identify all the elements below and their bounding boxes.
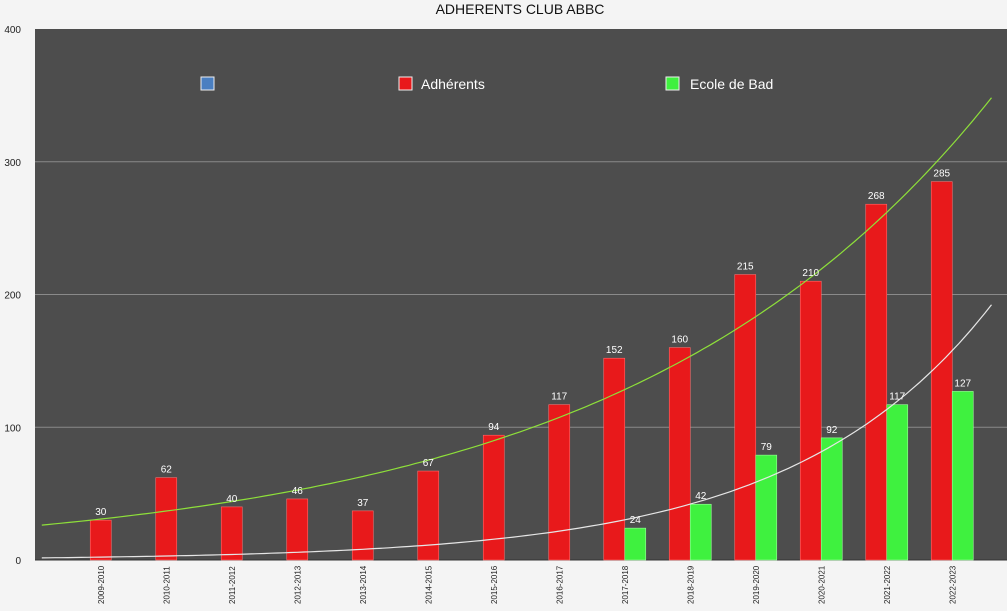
y-tick-label: 300 — [4, 158, 21, 169]
x-tick-label: 2009-2010 — [97, 565, 106, 604]
bar-ecole-de-bad — [951, 391, 974, 561]
y-tick-label: 200 — [4, 291, 21, 302]
x-axis: 2009-2010 2010-2011 2011-2012 2012-2013 2013… — [97, 565, 958, 604]
data-label-adherents: 30 — [95, 507, 107, 518]
bar-adherents — [220, 506, 243, 561]
data-label-adherents: 268 — [868, 191, 885, 202]
data-label-ecole-de-bad: 24 — [630, 515, 642, 526]
bar-ecole-de-bad — [755, 454, 778, 561]
legend: Adhérents Ecole de Bad — [200, 76, 773, 92]
bar-adherents — [734, 274, 757, 561]
bars — [89, 181, 974, 561]
data-label-adherents: 285 — [933, 169, 950, 180]
y-tick-label: 0 — [15, 556, 21, 567]
data-label-adherents: 117 — [551, 392, 567, 403]
bar-adherents — [89, 519, 112, 561]
data-label-adherents: 160 — [671, 335, 688, 346]
bar-adherents — [799, 280, 822, 561]
legend-swatch — [200, 76, 215, 91]
data-label-adherents: 62 — [161, 465, 173, 476]
y-axis: 0 100 200 300 400 — [4, 25, 1007, 567]
bar-ecole-de-bad — [820, 437, 843, 561]
x-tick-label: 2020-2021 — [817, 565, 826, 604]
trendlines — [41, 97, 992, 559]
bar-adherents — [865, 203, 888, 561]
x-tick-label: 2010-2011 — [162, 566, 171, 604]
legend-label: Adhérents — [421, 76, 485, 92]
data-label-adherents: 210 — [802, 268, 819, 279]
trendline-ecole-de-bad — [41, 304, 992, 559]
x-tick-label: 2017-2018 — [621, 565, 630, 604]
data-label-adherents: 215 — [737, 262, 754, 273]
bar-adherents — [548, 404, 571, 561]
data-label-ecole-de-bad: 42 — [695, 491, 707, 502]
data-label-ecole-de-bad: 117 — [889, 392, 905, 403]
bar-adherents — [351, 510, 374, 561]
bar-adherents — [286, 498, 309, 561]
grid-lines — [35, 161, 1007, 428]
data-label-adherents: 40 — [226, 494, 238, 505]
data-label-ecole-de-bad: 92 — [826, 425, 838, 436]
data-label-adherents: 94 — [488, 422, 500, 433]
data-label-adherents: 46 — [292, 486, 304, 497]
bar-adherents — [668, 347, 691, 561]
legend-label: Ecole de Bad — [690, 76, 773, 92]
x-tick-label: 2014-2015 — [424, 565, 433, 604]
data-label-adherents: 37 — [357, 498, 369, 509]
bar-adherents — [930, 181, 953, 561]
bar-ecole-de-bad — [689, 503, 712, 561]
bar-adherents — [417, 470, 440, 561]
data-label-ecole-de-bad: 127 — [954, 378, 971, 389]
bar-adherents — [482, 434, 505, 561]
x-tick-label: 2019-2020 — [752, 565, 761, 604]
data-label-adherents: 67 — [423, 458, 435, 469]
trendline-adh-rents — [41, 97, 992, 526]
data-labels: 30 62 40 46 37 67 94 117 152 24 160 42 215 79 210 92 268… — [95, 169, 971, 526]
data-label-ecole-de-bad: 79 — [761, 442, 773, 453]
y-tick-label: 400 — [4, 25, 21, 36]
bar-ecole-de-bad — [886, 404, 909, 561]
x-tick-label: 2013-2014 — [359, 565, 368, 604]
legend-swatch — [398, 76, 413, 91]
bar-adherents — [603, 357, 626, 561]
x-tick-label: 2021-2022 — [883, 565, 892, 604]
bar-adherents — [155, 477, 178, 561]
y-tick-label: 100 — [4, 423, 21, 434]
data-label-adherents: 152 — [606, 345, 623, 356]
bar-ecole-de-bad — [624, 527, 647, 561]
x-tick-label: 2012-2013 — [293, 565, 302, 604]
x-tick-label: 2022-2023 — [948, 565, 957, 604]
x-tick-label: 2018-2019 — [686, 565, 695, 604]
x-tick-label: 2015-2016 — [490, 565, 499, 604]
x-tick-label: 2016-2017 — [555, 565, 564, 604]
x-tick-label: 2011-2012 — [228, 566, 237, 604]
chart-title: ADHERENTS CLUB ABBC — [436, 1, 605, 17]
legend-swatch — [665, 76, 680, 91]
